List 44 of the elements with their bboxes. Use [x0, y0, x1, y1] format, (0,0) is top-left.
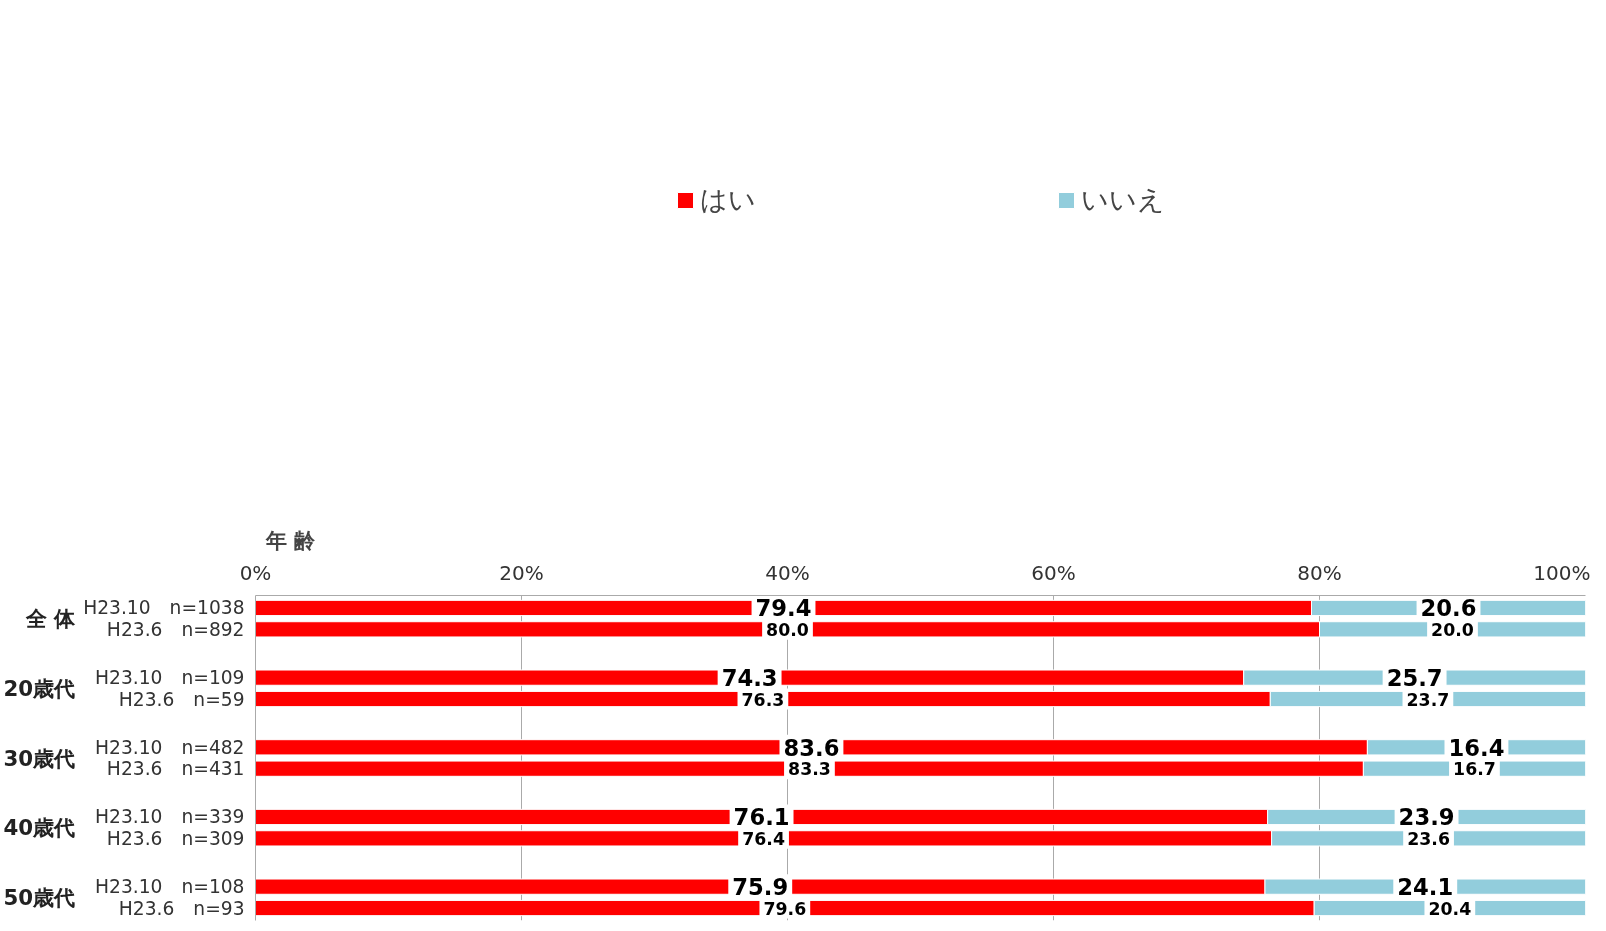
data-label: 76.1 [733, 804, 790, 831]
data-label: 16.7 [1453, 759, 1496, 780]
data-label: 25.7 [1386, 665, 1443, 692]
data-label: 20.4 [1428, 898, 1472, 919]
data-label: 20.0 [1431, 619, 1474, 640]
legend-label: いいえ [1081, 182, 1165, 217]
data-label: 74.3 [721, 665, 778, 692]
data-label: 23.9 [1398, 804, 1455, 831]
y-axis-title: 年 齢 [264, 527, 316, 553]
data-label: 23.7 [1406, 689, 1450, 710]
y-tick-label: H23.10 n=108 [95, 876, 245, 898]
x-tick-label: 40% [765, 560, 810, 585]
y-tick-label: H23.10 n=109 [95, 667, 245, 689]
y-tick-label: H23.6 n=59 [118, 688, 245, 710]
text: 全 体 [24, 606, 77, 632]
data-label: 80.0 [766, 619, 809, 640]
x-tick-label: 60% [1031, 560, 1076, 585]
data-label: 75.9 [732, 874, 789, 901]
data-label: 76.4 [742, 828, 785, 849]
y-tick-label: H23.10 n=482 [95, 736, 245, 758]
y-tick-label: H23.6 n=93 [118, 897, 245, 919]
y-tick-label: H23.6 n=892 [106, 618, 245, 640]
text: 30歳代 [3, 745, 76, 771]
text: 40歳代 [3, 815, 76, 841]
data-label: 20.6 [1420, 595, 1477, 622]
x-tick-label: 0% [239, 560, 272, 585]
text: 50歳代 [3, 884, 76, 910]
y-tick-label: H23.10 n=1038 [83, 597, 245, 619]
legend-label: はい [700, 182, 756, 217]
y-tick-label: H23.6 n=309 [106, 827, 245, 849]
data-label: 23.6 [1407, 828, 1450, 849]
x-tick-label: 80% [1297, 560, 1342, 585]
y-tick-label: H23.10 n=339 [95, 806, 245, 828]
data-label: 16.4 [1448, 734, 1505, 761]
data-label: 79.6 [763, 898, 807, 919]
data-label: 83.3 [788, 759, 831, 780]
x-tick-label: 20% [499, 560, 544, 585]
data-label: 79.4 [755, 595, 812, 622]
data-label: 76.3 [741, 689, 785, 710]
data-label: 83.6 [783, 734, 840, 761]
data-label: 24.1 [1397, 874, 1454, 901]
x-tick-label: 100% [1533, 560, 1591, 585]
text: 20歳代 [3, 675, 76, 701]
y-tick-label: H23.6 n=431 [106, 758, 245, 780]
